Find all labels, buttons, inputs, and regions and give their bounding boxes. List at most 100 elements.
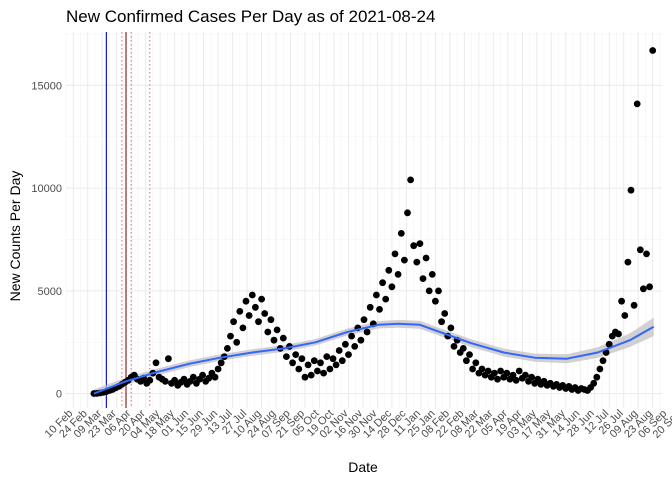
data-point <box>515 367 523 375</box>
data-point <box>317 359 324 367</box>
data-point <box>397 230 405 237</box>
data-point <box>640 285 647 293</box>
data-point <box>394 271 402 278</box>
data-point <box>146 376 154 384</box>
data-point <box>373 291 380 299</box>
data-point <box>332 361 340 369</box>
data-point <box>379 279 386 287</box>
data-point <box>618 297 625 305</box>
data-point <box>419 275 427 282</box>
data-point <box>242 297 250 305</box>
data-point <box>484 367 492 375</box>
data-point <box>636 246 644 254</box>
data-point <box>407 176 414 184</box>
data-point <box>401 256 408 264</box>
data-point <box>615 330 622 338</box>
data-point <box>534 375 542 383</box>
data-point <box>643 250 650 258</box>
data-point <box>310 357 318 365</box>
data-point <box>345 351 352 358</box>
data-point <box>388 283 396 291</box>
data-point <box>295 365 303 373</box>
data-point <box>509 371 517 379</box>
data-point <box>236 308 244 315</box>
data-point <box>326 365 334 373</box>
data-point <box>248 291 256 299</box>
data-point <box>261 310 269 317</box>
data-point <box>590 379 598 387</box>
data-point <box>165 355 172 363</box>
data-point <box>239 324 247 332</box>
y-tick-label: 15000 <box>31 80 62 92</box>
reference-lines <box>105 32 151 408</box>
data-point <box>404 209 411 217</box>
data-point <box>329 355 337 363</box>
chart-title: New Confirmed Cases Per Day as of 2021-0… <box>66 7 435 26</box>
data-point <box>335 347 343 354</box>
data-points <box>90 47 657 397</box>
data-point <box>633 100 641 108</box>
data-point <box>161 377 169 385</box>
y-tick-label: 10000 <box>31 183 62 195</box>
y-tick-label: 5000 <box>38 286 62 298</box>
data-point <box>348 332 355 340</box>
data-point <box>289 359 296 367</box>
data-point <box>391 250 399 258</box>
data-point <box>338 357 346 365</box>
data-point <box>522 371 529 379</box>
data-point <box>298 355 306 363</box>
data-point <box>450 343 458 350</box>
data-point <box>463 357 470 365</box>
data-point <box>366 303 374 311</box>
data-point <box>270 336 278 344</box>
data-point <box>422 254 430 262</box>
data-point <box>217 359 225 367</box>
data-point <box>363 328 371 336</box>
data-point <box>512 376 520 384</box>
data-point <box>214 365 222 373</box>
data-point <box>304 361 312 369</box>
data-point <box>360 316 368 324</box>
data-point <box>376 306 383 313</box>
data-point <box>466 351 473 358</box>
data-point <box>605 340 613 348</box>
data-point <box>351 343 359 350</box>
data-point <box>469 365 476 373</box>
data-point <box>497 367 504 375</box>
data-point <box>593 373 601 381</box>
data-point <box>491 369 498 377</box>
data-point <box>428 271 436 278</box>
data-point <box>292 351 300 358</box>
data-point <box>478 365 486 373</box>
data-point <box>342 340 349 348</box>
data-point <box>180 375 188 383</box>
data-point <box>459 345 467 352</box>
data-point <box>472 359 480 367</box>
data-point <box>646 283 653 291</box>
data-point <box>283 353 290 360</box>
data-point <box>314 367 321 375</box>
data-point <box>528 373 535 381</box>
data-point <box>503 369 511 377</box>
data-point <box>279 334 287 342</box>
data-point <box>230 318 238 326</box>
data-point <box>357 336 365 344</box>
data-point <box>189 373 197 381</box>
data-point <box>416 240 424 248</box>
data-point <box>410 242 418 250</box>
data-point <box>627 186 635 194</box>
data-point <box>447 324 455 332</box>
data-point <box>264 328 272 336</box>
data-point <box>307 371 315 379</box>
data-point <box>624 258 632 266</box>
data-point <box>441 310 449 317</box>
x-axis-title: Date <box>348 459 378 475</box>
data-point <box>205 374 213 382</box>
data-point <box>252 303 259 311</box>
data-point <box>494 375 501 383</box>
data-point <box>432 297 439 305</box>
data-point <box>273 326 281 334</box>
data-point <box>233 338 241 346</box>
